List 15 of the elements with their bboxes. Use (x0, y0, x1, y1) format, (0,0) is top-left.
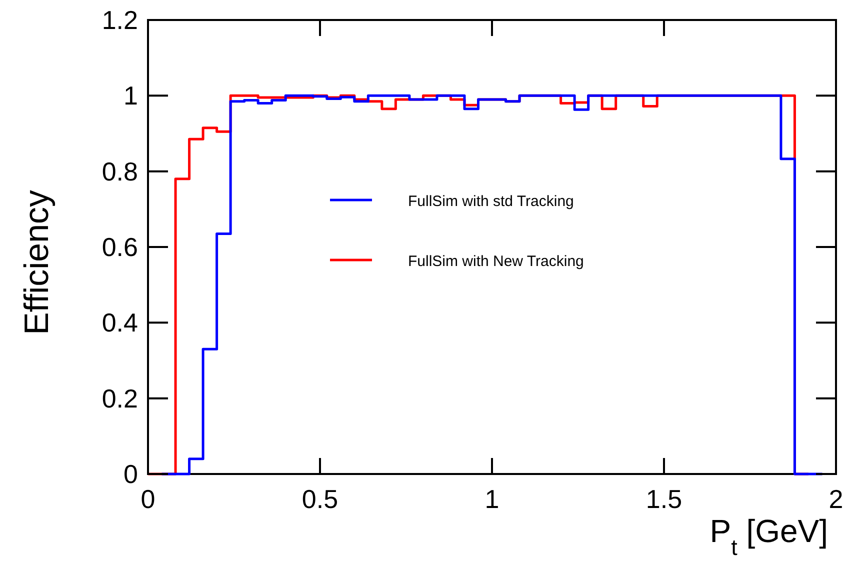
y-tick-label: 1.2 (102, 5, 138, 35)
legend-label: FullSim with New Tracking (408, 253, 584, 270)
y-tick-label: 1 (124, 80, 138, 111)
x-axis-title: P$_{t}$ [GeV] (710, 513, 828, 560)
x-tick-label: 0.5 (302, 484, 338, 514)
y-tick-label: 0.4 (102, 308, 138, 338)
legend-label: FullSim with std Tracking (408, 193, 574, 210)
x-tick-label: 1.5 (646, 484, 682, 514)
y-tick-label: 0 (124, 459, 138, 489)
y-tick-label: 0.6 (102, 232, 138, 262)
y-axis-title: Efficiency (18, 190, 56, 335)
x-tick-label: 2 (828, 484, 844, 514)
y-tick-label: 0.2 (102, 383, 138, 414)
x-tick-label: 1 (484, 484, 500, 514)
y-tick-label: 0.8 (102, 156, 138, 186)
